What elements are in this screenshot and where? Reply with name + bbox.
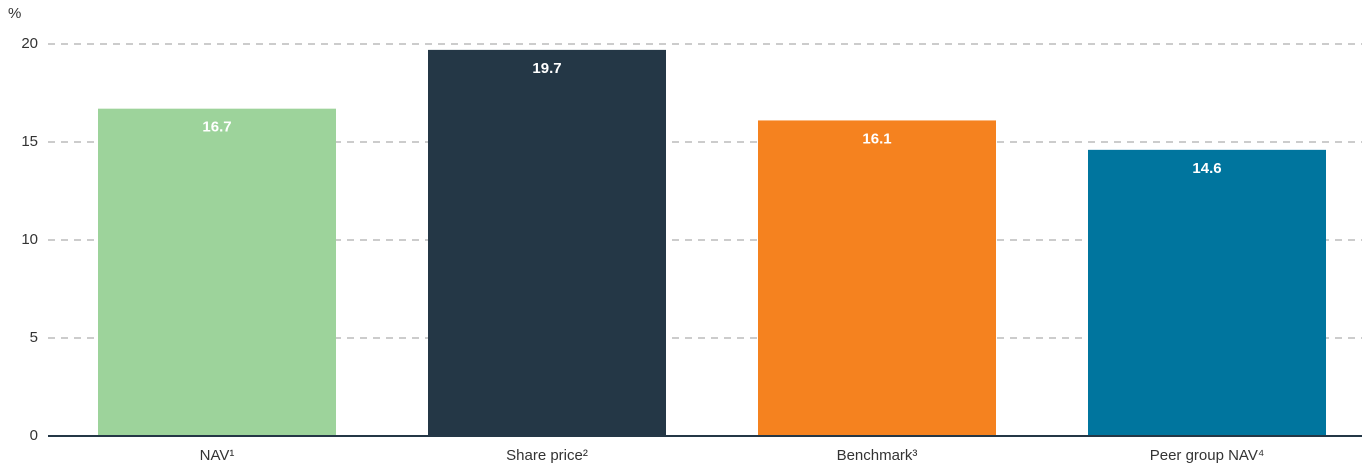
value-label: 19.7 — [532, 60, 561, 77]
bar — [758, 120, 996, 436]
x-tick-label: Peer group NAV⁴ — [1150, 447, 1265, 464]
y-tick-label: 10 — [21, 231, 38, 248]
x-tick-label: Benchmark³ — [837, 447, 918, 464]
x-tick-label: NAV¹ — [200, 447, 235, 464]
y-tick-label: 0 — [30, 427, 38, 444]
y-tick-label: 20 — [21, 35, 38, 52]
y-axis-label: % — [8, 5, 21, 22]
value-label: 14.6 — [1192, 160, 1221, 177]
x-tick-label: Share price² — [506, 447, 588, 464]
bar — [1088, 149, 1326, 436]
y-tick-label: 5 — [30, 329, 38, 346]
bar — [428, 49, 666, 436]
value-label: 16.7 — [202, 119, 231, 136]
bar — [98, 108, 336, 437]
y-tick-label: 15 — [21, 133, 38, 150]
value-label: 16.1 — [862, 130, 891, 147]
